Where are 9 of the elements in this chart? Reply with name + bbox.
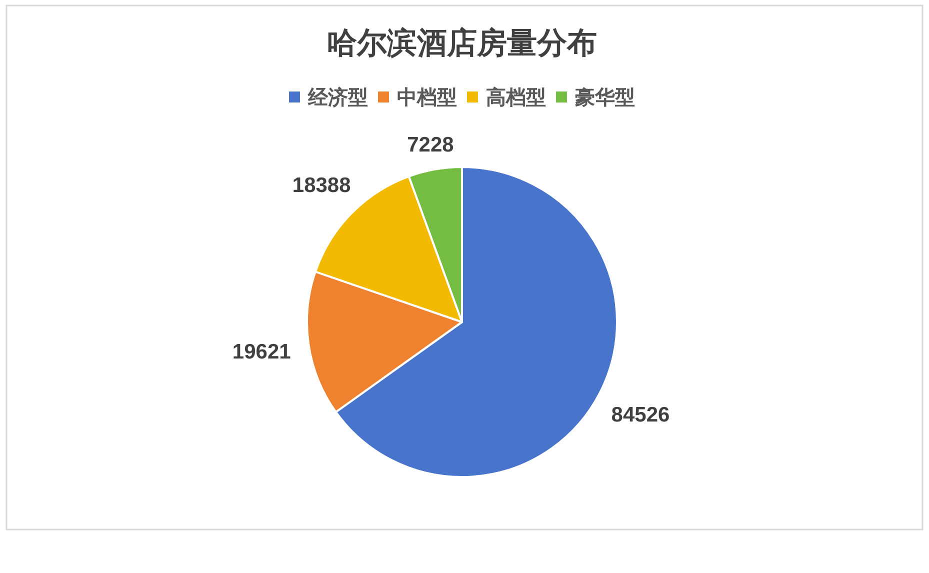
- chart-title: 哈尔滨酒店房量分布: [327, 26, 597, 60]
- legend-label: 豪华型: [574, 86, 635, 110]
- data-label: 7228: [407, 133, 454, 156]
- legend-label: 中档型: [397, 87, 457, 110]
- legend-label: 高档型: [486, 86, 546, 110]
- data-label: 84526: [611, 403, 670, 426]
- data-label: 19621: [232, 340, 292, 364]
- legend-label: 经济型: [307, 86, 368, 110]
- data-label: 18388: [292, 174, 352, 197]
